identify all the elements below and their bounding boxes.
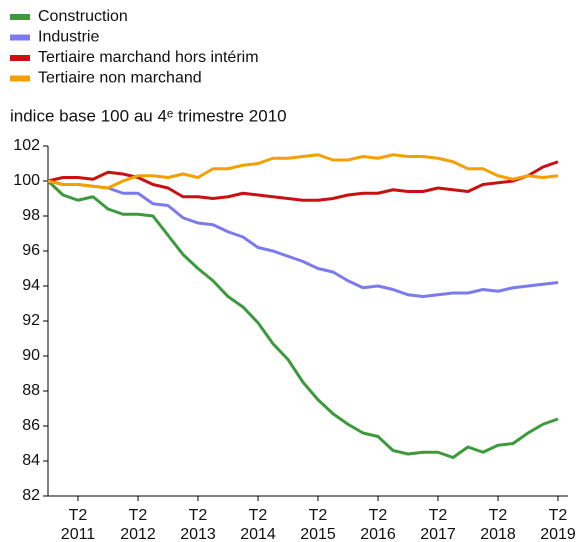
y-tick-label: 92 <box>22 312 40 329</box>
chart-subtitle: indice base 100 au 4ᵉ trimestre 2010 <box>10 106 287 125</box>
x-tick-label: T2 2014 <box>240 507 276 542</box>
x-tick-label: T2 2018 <box>480 507 516 542</box>
legend-swatch <box>10 14 30 20</box>
x-tick-label: T2 2016 <box>360 507 396 542</box>
y-tick-label: 84 <box>22 452 40 469</box>
x-tick-label: T2 2015 <box>300 507 336 542</box>
legend-label: Construction <box>38 8 128 25</box>
x-tick-label: T2 2017 <box>420 507 456 542</box>
y-tick-label: 82 <box>22 487 40 504</box>
y-tick-label: 94 <box>22 277 40 294</box>
y-tick-label: 98 <box>22 207 40 224</box>
legend-label: Tertiaire marchand hors intérim <box>38 49 259 66</box>
series-line <box>46 179 559 459</box>
y-tick-label: 86 <box>22 417 40 434</box>
series-line <box>47 153 559 190</box>
legend-swatch <box>10 75 30 82</box>
x-tick-label: T2 2013 <box>180 507 216 542</box>
y-tick-label: 102 <box>13 137 40 154</box>
x-tick-label: T2 2019 <box>540 507 576 542</box>
y-tick-label: 100 <box>13 172 40 189</box>
series-line <box>47 179 559 298</box>
legend-swatch <box>10 34 30 41</box>
y-tick-label: 90 <box>22 347 40 364</box>
legend-swatch <box>10 55 30 61</box>
x-tick-label: T2 2012 <box>120 507 156 542</box>
legend-label: Industrie <box>38 29 99 46</box>
x-tick-label: T2 2011 <box>61 507 96 542</box>
y-tick-label: 96 <box>22 242 40 259</box>
legend-label: Tertiaire non marchand <box>38 70 202 87</box>
y-tick-label: 88 <box>22 382 40 399</box>
